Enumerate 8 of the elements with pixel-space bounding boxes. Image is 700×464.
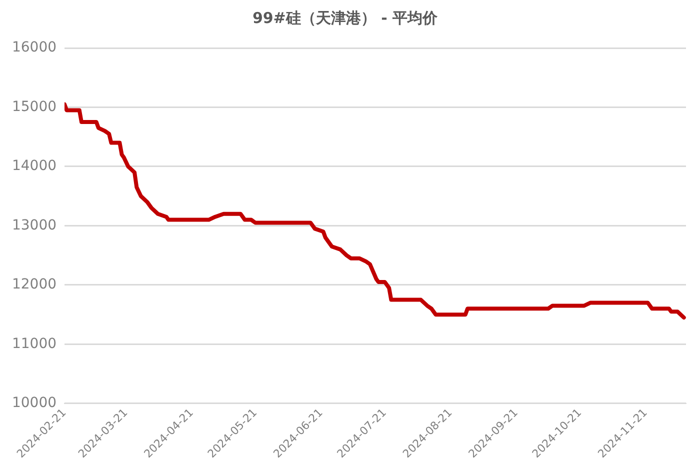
y-tick-label: 16000: [12, 40, 57, 56]
y-tick-label: 13000: [12, 217, 57, 234]
chart-title: 99#硅（天津港） - 平均价: [252, 8, 439, 27]
y-tick-label: 15000: [12, 98, 57, 115]
y-tick-label: 10000: [12, 395, 57, 412]
y-tick-label: 12000: [12, 276, 57, 293]
y-tick-label: 11000: [12, 336, 57, 352]
y-tick-label: 14000: [12, 158, 57, 174]
